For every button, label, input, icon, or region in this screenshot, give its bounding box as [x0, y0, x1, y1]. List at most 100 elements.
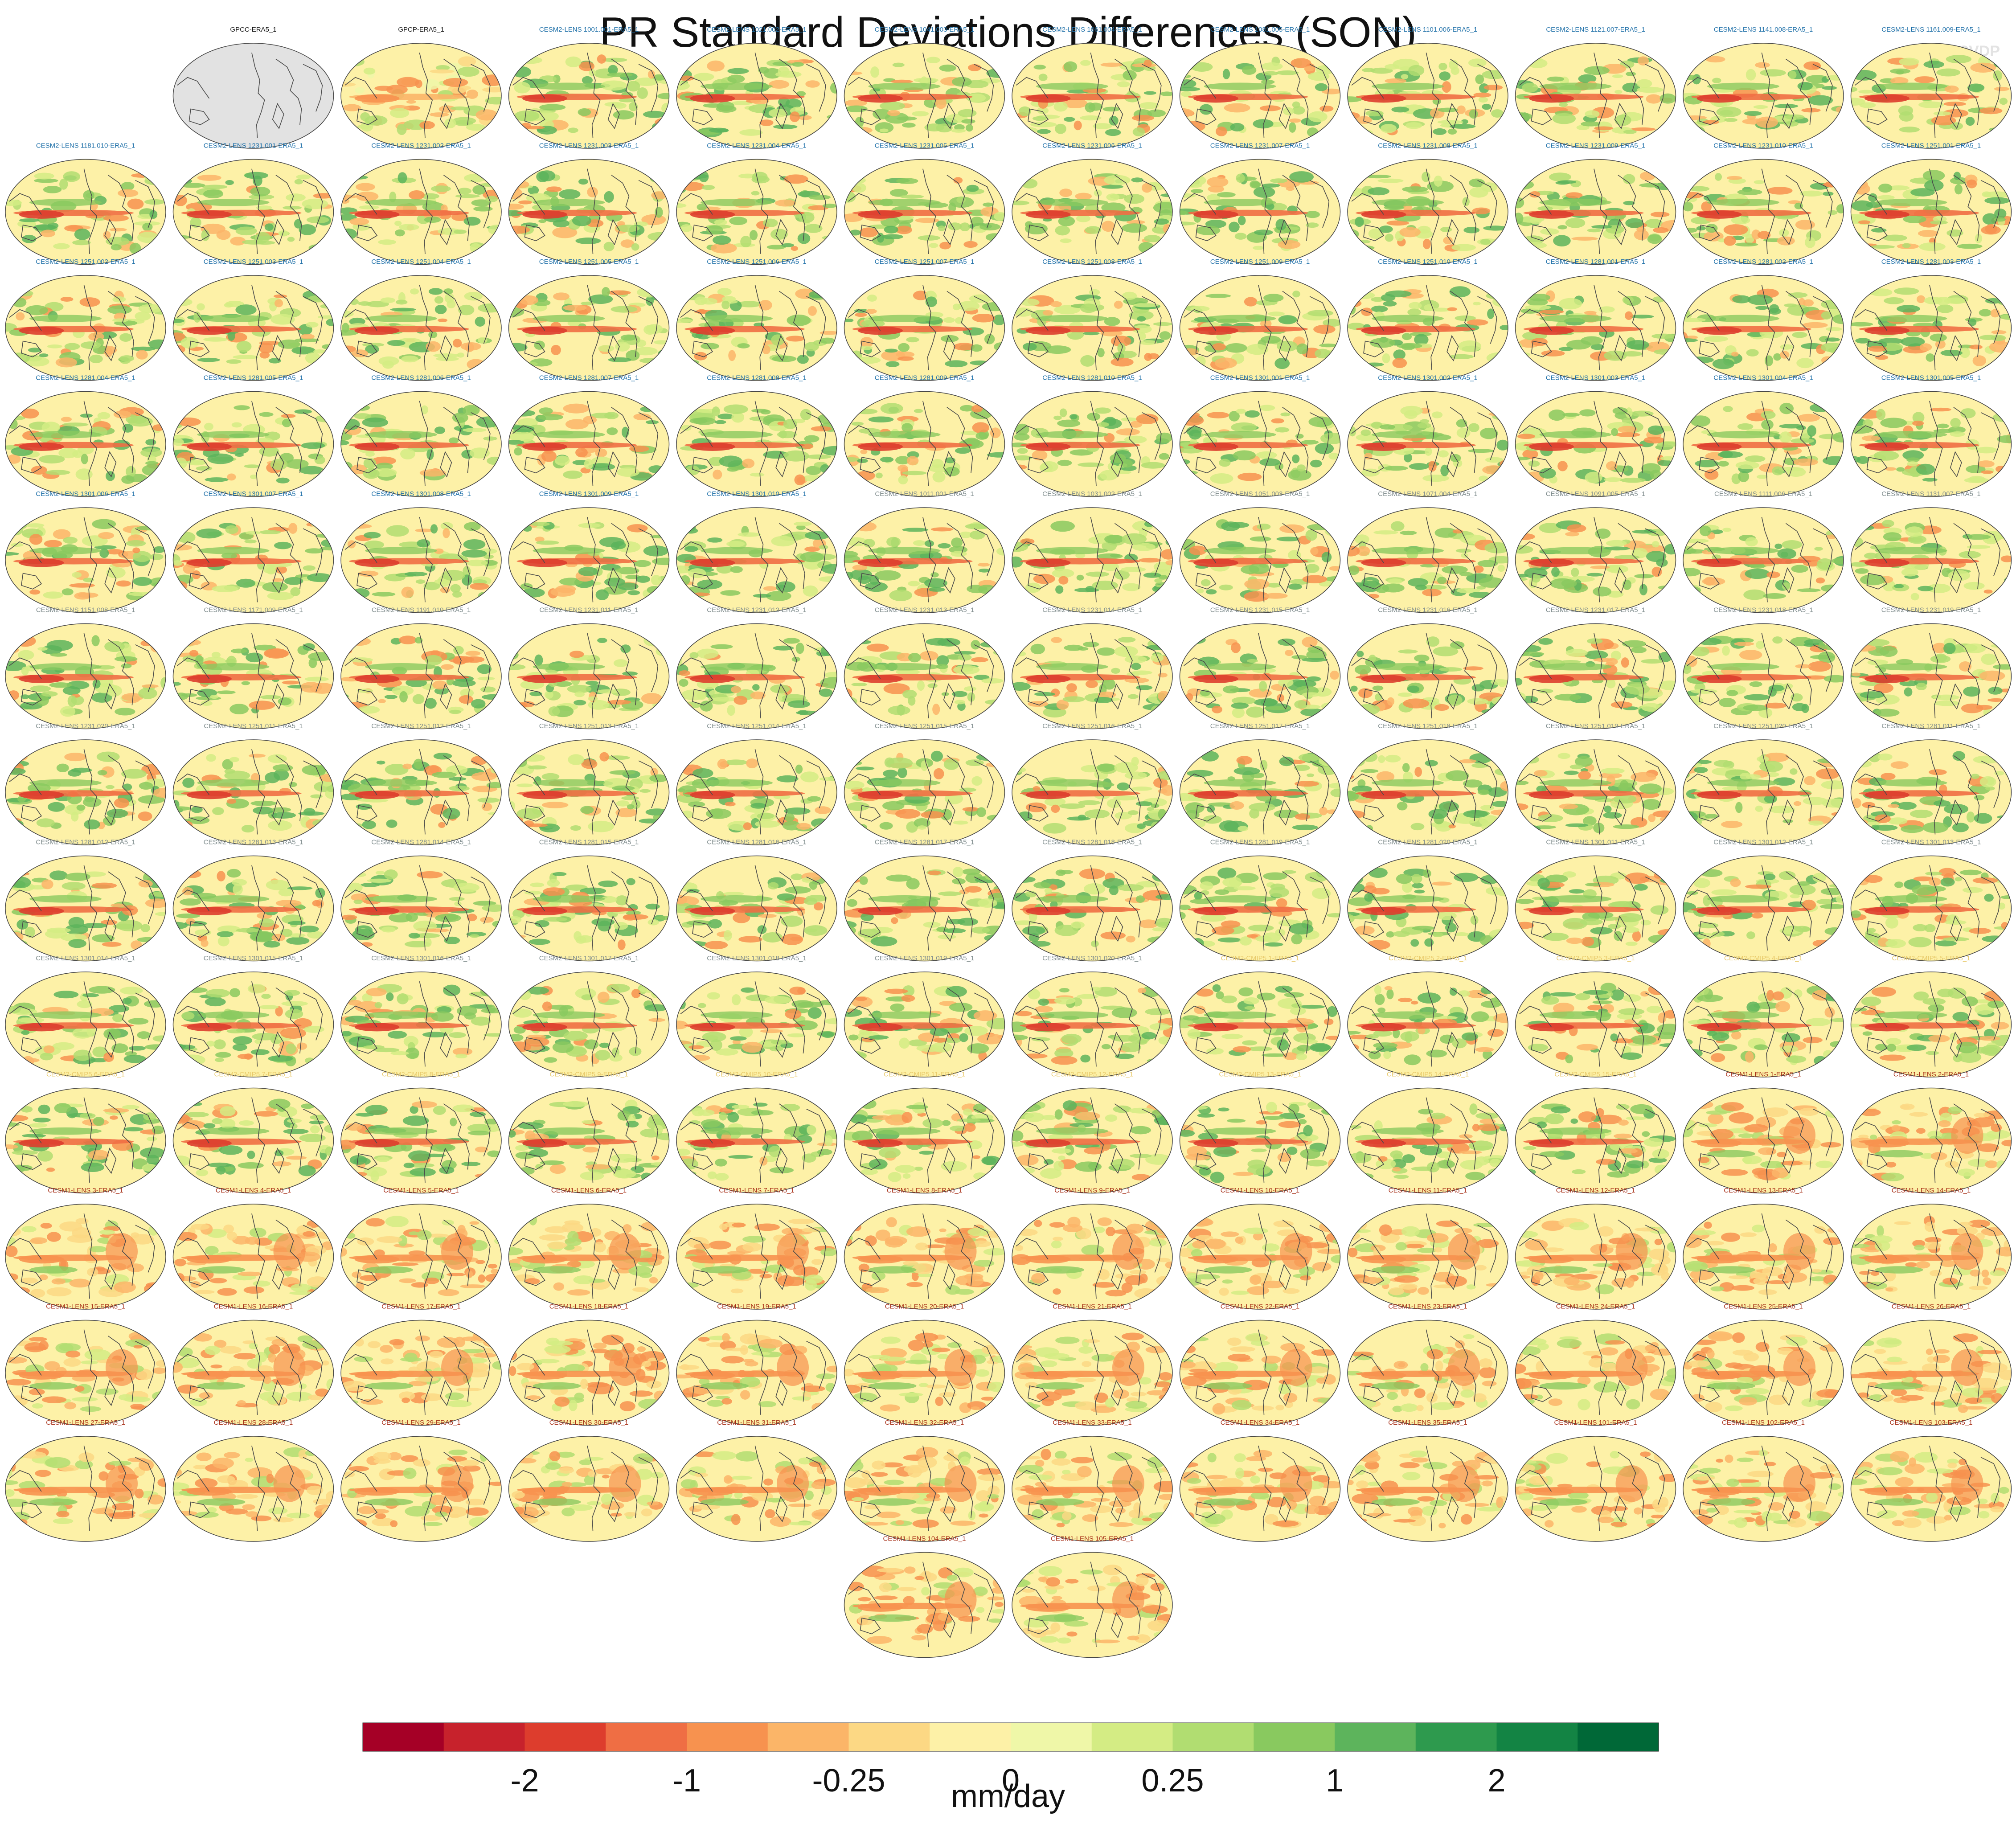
panel-label: CESM2-LENS 1231.019-ERA5_1 [1881, 607, 1981, 614]
map-panel: GPCC-ERA5_1 [172, 26, 334, 149]
map-outline [508, 739, 670, 845]
panel-label: CESM2-LENS 1131.007-ERA5_1 [1881, 490, 1980, 498]
panel-label: CESM2-LENS 1151.008-ERA5_1 [36, 607, 135, 614]
map-outline [676, 391, 837, 497]
map-panel: CESM2-CMIP5 8-ERA5_1 [340, 1071, 502, 1194]
panel-label: CESM1-LENS 31-ERA5_1 [717, 1419, 796, 1426]
panel-label: CESM2-LENS 1251.018-ERA5_1 [1378, 722, 1477, 730]
panel-label: CESM2-LENS 1281.011-ERA5_1 [1881, 722, 1980, 730]
map-outline [844, 1204, 1005, 1310]
panel-label: CESM2-LENS 1231.007-ERA5_1 [1210, 142, 1310, 150]
map-panel: CESM2-LENS 1111.006-ERA5_1 [1683, 490, 1844, 613]
map-outline [1683, 1087, 1844, 1194]
map-panel: CESM2-LENS 1281.010-ERA5_1 [1012, 374, 1173, 497]
map-outline [1850, 507, 2012, 613]
map-panel: CESM2-LENS 1301.001-ERA5_1 [1179, 374, 1341, 497]
map-outline [1850, 739, 2012, 845]
map-outline [1179, 1087, 1341, 1194]
map-outline [172, 1320, 334, 1426]
map-panel: GPCP-ERA5_1 [340, 26, 502, 149]
map-panel: CESM1-LENS 102-ERA5_1 [1683, 1419, 1844, 1542]
panel-label: CESM2-LENS 1251.017-ERA5_1 [1210, 722, 1310, 730]
map-outline [1347, 1087, 1508, 1194]
panel-label: CESM1-LENS 34-ERA5_1 [1221, 1419, 1300, 1426]
panel-label: CESM2-LENS 1091.005-ERA5_1 [1546, 490, 1645, 498]
map-outline [676, 1436, 837, 1542]
map-outline [508, 391, 670, 497]
map-panel: CESM2-LENS 1281.006-ERA5_1 [340, 374, 502, 497]
panel-label: CESM2-LENS 1281.002-ERA5_1 [1713, 258, 1813, 266]
panel-label: CESM1-LENS 14-ERA5_1 [1892, 1187, 1971, 1194]
map-outline [1683, 1204, 1844, 1310]
map-panel: CESM2-CMIP5 11-ERA5_1 [844, 1071, 1005, 1194]
panel-label: CESM1-LENS 11-ERA5_1 [1389, 1187, 1467, 1194]
panel-label: CESM1-LENS 25-ERA5_1 [1724, 1303, 1803, 1311]
map-panel: CESM2-LENS 1231.014-ERA5_1 [1012, 607, 1173, 729]
panel-label: CESM1-LENS 6-ERA5_1 [551, 1187, 627, 1194]
panel-label: CESM2-LENS 1251.008-ERA5_1 [1042, 258, 1142, 266]
map-outline [1012, 739, 1173, 845]
map-panel: CESM1-LENS 104-ERA5_1 [844, 1535, 1005, 1658]
colorbar-tick-label: 1 [1326, 1763, 1344, 1799]
map-panel: CESM2-LENS 1231.013-ERA5_1 [844, 607, 1005, 729]
panel-label: CESM1-LENS 28-ERA5_1 [214, 1419, 293, 1426]
map-outline [172, 507, 334, 613]
map-panel: CESM1-LENS 101-ERA5_1 [1515, 1419, 1676, 1542]
panel-label: CESM1-LENS 26-ERA5_1 [1892, 1303, 1971, 1311]
map-outline [1347, 43, 1508, 149]
map-outline [1683, 739, 1844, 845]
map-outline [340, 1087, 502, 1194]
panel-label: CESM2-LENS 1301.008-ERA5_1 [371, 490, 471, 498]
panel-label: CESM2-LENS 1231.017-ERA5_1 [1546, 607, 1645, 614]
map-panel: CESM2-LENS 1251.015-ERA5_1 [844, 722, 1005, 845]
colorbar-units-label: mm/day [951, 1779, 1065, 1814]
map-panel: CESM1-LENS 35-ERA5_1 [1347, 1419, 1508, 1542]
panel-label: GPCP-ERA5_1 [398, 26, 444, 33]
map-outline [676, 739, 837, 845]
panel-label: CESM2-LENS 1001.001-ERA5_1 [539, 26, 639, 33]
map-outline [1012, 971, 1173, 1078]
panel-label: CESM2-LENS 1231.016-ERA5_1 [1378, 607, 1477, 614]
panel-label: CESM1-LENS 105-ERA5_1 [1051, 1535, 1134, 1543]
panel-label: CESM1-LENS 30-ERA5_1 [549, 1419, 629, 1426]
map-outline [340, 971, 502, 1078]
colorbar-swatch [767, 1723, 849, 1751]
panel-label: CESM2-LENS 1301.006-ERA5_1 [36, 490, 135, 498]
panel-label: CESM2-LENS 1231.004-ERA5_1 [707, 142, 806, 150]
map-outline [1850, 855, 2012, 962]
map-outline [5, 275, 166, 381]
map-outline [676, 623, 837, 729]
map-outline [1012, 507, 1173, 613]
panel-label: CESM2-LENS 1251.012-ERA5_1 [371, 722, 471, 730]
panel-label: CESM1-LENS 18-ERA5_1 [549, 1303, 629, 1311]
map-outline [1179, 507, 1341, 613]
panel-label: CESM2-LENS 1281.010-ERA5_1 [1042, 374, 1142, 382]
panel-label: CESM2-LENS 1301.014-ERA5_1 [36, 955, 135, 962]
panel-label: CESM1-LENS 10-ERA5_1 [1221, 1187, 1300, 1194]
colorbar-swatch [606, 1723, 687, 1751]
map-panel: CESM2-LENS 1231.020-ERA5_1 [5, 722, 166, 845]
map-panel: CESM1-LENS 17-ERA5_1 [340, 1303, 502, 1426]
map-outline [172, 1087, 334, 1194]
map-outline [1850, 623, 2012, 729]
panel-label: CESM2-LENS 1301.013-ERA5_1 [1881, 839, 1981, 846]
panel-label: CESM2-LENS 1281.014-ERA5_1 [371, 839, 471, 846]
map-panel: CESM2-LENS 1301.007-ERA5_1 [172, 490, 334, 613]
panel-label: CESM2-CMIP5 9-ERA5_1 [550, 1071, 628, 1078]
map-panel: CESM2-LENS 1281.007-ERA5_1 [508, 374, 670, 497]
panel-label: CESM2-LENS 1251.007-ERA5_1 [875, 258, 974, 266]
map-outline [340, 159, 502, 265]
map-panel: CESM2-LENS 1141.008-ERA5_1 [1683, 26, 1844, 149]
panel-label: CESM1-LENS 29-ERA5_1 [381, 1419, 461, 1426]
map-outline [5, 623, 166, 729]
colorbar-swatch [1496, 1723, 1578, 1751]
panel-label: CESM2-LENS 1231.020-ERA5_1 [36, 722, 135, 730]
map-outline [340, 1320, 502, 1426]
map-outline [1515, 1436, 1676, 1542]
panel-label: CESM2-CMIP5 1-ERA5_1 [1221, 955, 1299, 962]
panel-label: CESM1-LENS 19-ERA5_1 [717, 1303, 796, 1311]
map-outline [172, 1204, 334, 1310]
panel-label: CESM2-LENS 1281.020-ERA5_1 [1378, 839, 1477, 846]
map-panel: CESM1-LENS 32-ERA5_1 [844, 1419, 1005, 1542]
map-panel: CESM2-LENS 1251.004-ERA5_1 [340, 258, 502, 381]
